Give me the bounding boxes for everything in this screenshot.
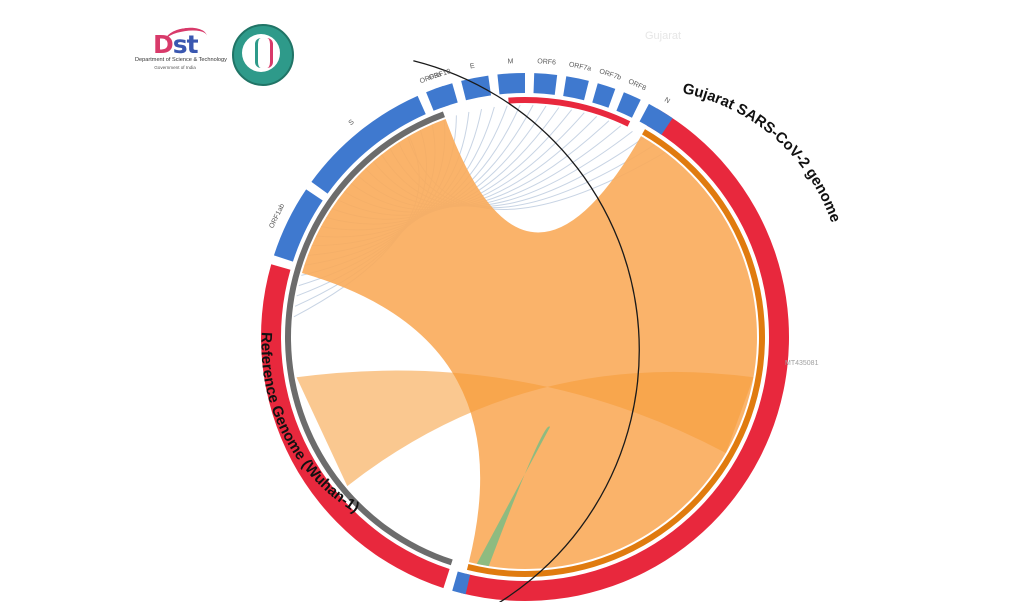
- gene-label-ORF10: ORF10: [428, 68, 452, 82]
- gene-label-M: M: [507, 58, 513, 65]
- watermark-text: Gujarat: [645, 30, 682, 42]
- gene-label-ORF7b: ORF7b: [598, 68, 622, 82]
- gene-label-E: E: [469, 63, 475, 71]
- outer-bracket-layer: [413, 60, 640, 602]
- green-alignment-link: [476, 426, 550, 567]
- gene-label-ORF8: ORF8: [627, 78, 647, 92]
- gene-label-N: N: [663, 97, 671, 106]
- gbrc-logo-center: [242, 34, 280, 72]
- gene-block-ORF10: [434, 83, 458, 108]
- dst-logo-subtagline: Government of India: [154, 65, 196, 70]
- alignment-ribbon-main: [301, 118, 758, 570]
- gbrc-logo: [232, 24, 294, 86]
- gene-label-ORF1ab: ORF1ab: [268, 203, 286, 230]
- gene-label-ORF6: ORF6: [537, 58, 556, 66]
- ring-layer: [260, 73, 790, 601]
- alignment-ribbon-layer: [296, 118, 758, 570]
- gene-block-N: [639, 103, 673, 135]
- gene-inner-ring-red: [508, 97, 631, 127]
- query-genome-bracket: [413, 60, 640, 602]
- gene-block-E: [461, 75, 492, 101]
- gene-block-ORF7a: [563, 76, 589, 101]
- dna-helix-icon: [255, 38, 273, 68]
- gene-block-end: [452, 571, 471, 595]
- dst-logo: Dst Department of Science & Technology G…: [135, 25, 227, 78]
- reference-genome-band: [260, 264, 450, 589]
- gene-block-ORF1ab: [273, 189, 323, 262]
- alignment-ribbon-overlap: [296, 370, 754, 487]
- dst-logo-word: Dst: [153, 30, 199, 59]
- gene-label-ORF7a: ORF7a: [568, 61, 592, 72]
- gene-block-ORF8: [616, 92, 641, 118]
- gene-label-S: S: [348, 118, 356, 127]
- gene-block-M: [497, 73, 525, 95]
- query-sequence-id: MT435081: [785, 360, 819, 367]
- dst-logo-tagline: Department of Science & Technology: [135, 57, 227, 63]
- gene-block-S: [311, 95, 426, 194]
- gene-block-ORF7b: [592, 83, 616, 108]
- gene-block-ORF6: [533, 73, 558, 95]
